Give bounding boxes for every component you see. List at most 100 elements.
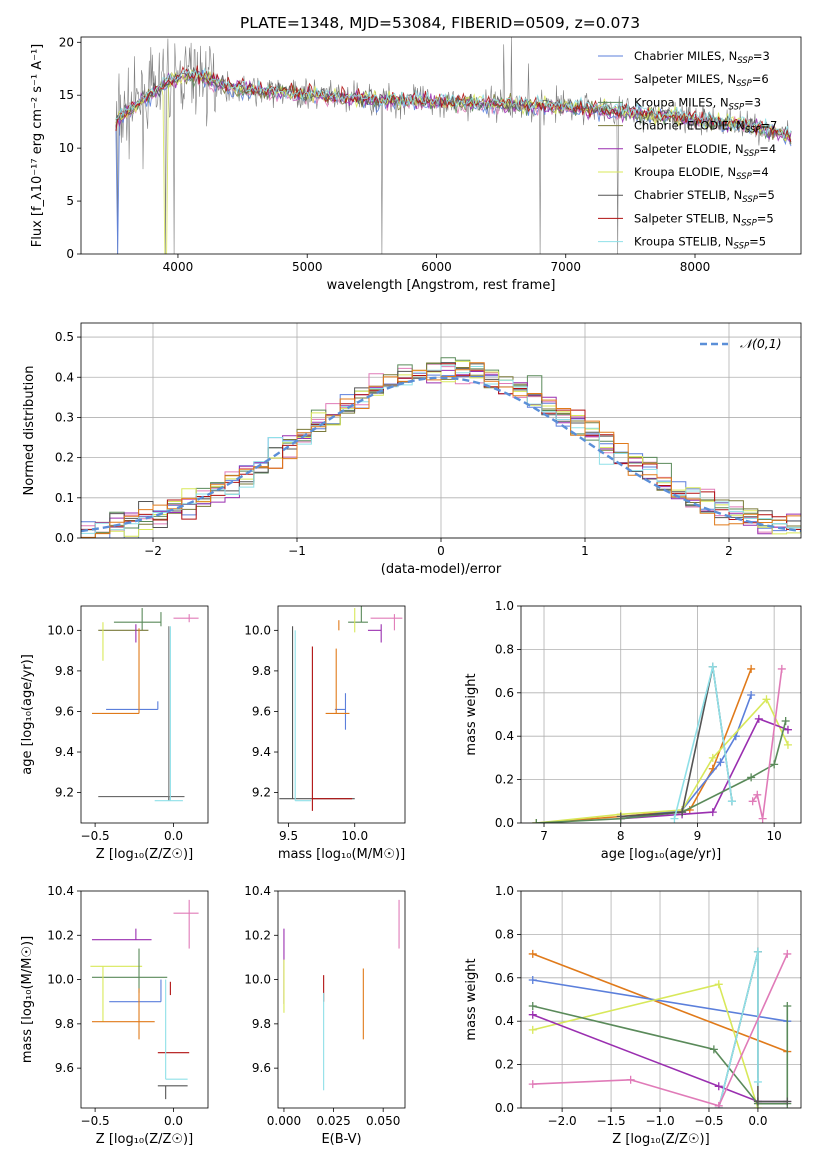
y-tick-label: 0.6	[495, 686, 514, 700]
x-tick-label: 9	[694, 829, 702, 843]
x-tick-label: 0.025	[316, 1114, 350, 1128]
errorbar-point	[370, 614, 403, 631]
figure-title: PLATE=1348, MJD=53084, FIBERID=0509, z=0…	[240, 14, 640, 32]
y-axis-label: age [log₁₀(age/yr)]	[20, 654, 35, 775]
weight-marker	[727, 797, 736, 806]
y-tick-label: 9.8	[55, 1017, 74, 1031]
weight-series-line	[536, 697, 789, 823]
weight-marker	[781, 717, 790, 726]
weight-marker	[678, 808, 687, 817]
errorbar-point	[173, 614, 199, 623]
y-tick-label: 9.6	[55, 1061, 74, 1075]
weight-marker	[762, 695, 771, 704]
z-mass-panel: −0.5 0.0 9.6 9.8 10.0 10.2 10.4 Z [log₁₀(Z/Z☉)]…	[20, 884, 209, 1147]
y-tick-label: 10.0	[244, 973, 271, 987]
plot-area	[279, 606, 403, 811]
errorbar-point	[91, 988, 155, 1040]
mass-age-panel: 9.5 10.0 9.2 9.4 9.6 9.8 10.0 mass [log₁₀(M/M☉)…	[244, 605, 406, 862]
errorbar-point	[91, 928, 152, 941]
axes-frame	[80, 890, 209, 1109]
x-axis-label: (data-model)/error	[381, 562, 502, 577]
x-tick-label: 8000	[680, 260, 711, 274]
x-tick-label: 7000	[550, 260, 581, 274]
y-axis-label: Normed distribution	[22, 366, 37, 496]
x-tick-label: 0.0	[748, 1114, 767, 1128]
weight-marker	[528, 1025, 537, 1034]
weight-series-line	[718, 951, 759, 1108]
weight-marker	[714, 1101, 723, 1108]
legend-entry: Kroupa ELODIE, NSSP=4	[598, 165, 769, 182]
x-axis-label: Z [log₁₀(Z/Z☉)]	[96, 847, 193, 862]
weight-marker	[748, 797, 757, 806]
plot-area	[81, 357, 801, 538]
z-weight-panel: −2.0 −1.5 −1.0 −0.5 0.0 0.0 0.2 0.4 0.6 0.8 1.0 Z […	[464, 884, 802, 1147]
y-tick-label: 0.8	[495, 642, 514, 656]
y-tick-label: 10	[59, 141, 74, 155]
errorbar-point	[106, 701, 159, 710]
x-tick-label: 0.000	[267, 1114, 301, 1128]
x-tick-label: −1	[288, 544, 306, 558]
weight-marker	[616, 812, 625, 821]
weight-marker	[708, 662, 717, 671]
weight-marker	[528, 1002, 537, 1011]
y-tick-label: 10.2	[244, 928, 271, 942]
x-tick-label: 2	[725, 544, 733, 558]
x-tick-label: 1	[581, 544, 589, 558]
axes-frame	[520, 890, 802, 1109]
weight-marker	[716, 758, 725, 767]
y-axis-label: mass [log₁₀(M/M☉)]	[20, 936, 35, 1063]
y-tick-label: 0.3	[55, 410, 74, 424]
errorbar-point	[311, 646, 353, 811]
weight-marker	[528, 975, 537, 984]
weight-marker	[714, 980, 723, 989]
y-tick-label: 0.2	[55, 451, 74, 465]
weight-marker	[528, 1010, 537, 1019]
errorbar-point	[173, 899, 199, 949]
spectrum-panel: 4000 5000 6000 7000 8000 0 5 10 15 20 wavelength […	[30, 35, 802, 293]
y-tick-label: 10.0	[47, 973, 74, 987]
errorbar-point	[154, 626, 183, 802]
errorbar-point	[98, 796, 185, 801]
weight-marker	[708, 753, 717, 762]
weight-marker	[783, 1002, 792, 1011]
x-axis-label: mass [log₁₀(M/M☉)]	[278, 847, 405, 862]
legend-label: Kroupa ELODIE, NSSP=4	[634, 165, 769, 182]
x-axis-label: Z [log₁₀(Z/Z☉)]	[96, 1132, 193, 1147]
weight-series-line	[536, 720, 787, 823]
x-tick-label: −2	[144, 544, 162, 558]
y-tick-label: 0.5	[55, 330, 74, 344]
weight-series-line	[532, 953, 788, 1053]
weight-marker	[670, 814, 679, 823]
age-weight-panel: 7 8 9 10 0.0 0.2 0.4 0.6 0.8 1.0 age [log₁₀(age/yr…	[464, 599, 802, 862]
axes-frame	[80, 36, 802, 255]
y-tick-label: 1.0	[495, 884, 514, 898]
errorbar-point	[109, 979, 162, 1003]
y-tick-label: 9.6	[252, 704, 271, 718]
y-tick-label: 0.4	[495, 1014, 514, 1028]
legend-entry: Kroupa STELIB, NSSP=5	[598, 235, 766, 252]
legend-entry: Salpeter MILES, NSSP=6	[598, 72, 769, 89]
x-tick-label: 0.0	[164, 1114, 183, 1128]
errorbar-point	[91, 628, 140, 715]
x-tick-label: 4000	[163, 260, 194, 274]
x-tick-label: 9.5	[279, 829, 298, 843]
legend-label: Salpeter STELIB, NSSP=5	[634, 211, 774, 228]
weight-marker	[758, 814, 767, 823]
y-tick-label: 10.0	[47, 623, 74, 637]
legend-label: 𝒩(0,1)	[740, 336, 782, 351]
y-tick-label: 0.6	[495, 971, 514, 985]
x-tick-label: −0.5	[81, 829, 110, 843]
x-tick-label: −0.5	[694, 1114, 723, 1128]
y-tick-label: 0.2	[495, 1058, 514, 1072]
y-tick-label: 10.4	[47, 884, 74, 898]
x-tick-label: 5000	[292, 260, 323, 274]
weight-marker	[709, 1045, 718, 1054]
x-tick-label: 6000	[421, 260, 452, 274]
weight-series-line	[673, 666, 733, 819]
y-tick-label: 20	[59, 35, 74, 49]
plot-area	[90, 899, 199, 1100]
y-tick-label: 5	[66, 194, 74, 208]
weight-marker	[783, 725, 792, 734]
axes-frame	[277, 605, 406, 824]
